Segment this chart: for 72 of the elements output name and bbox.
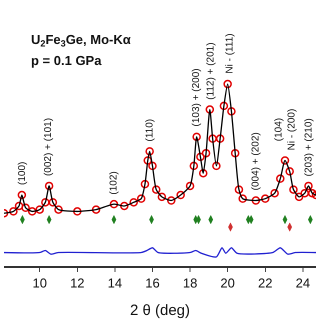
point xyxy=(9,207,18,216)
point xyxy=(285,167,294,176)
point xyxy=(206,105,214,114)
point xyxy=(234,185,244,194)
point xyxy=(289,185,298,194)
point xyxy=(21,204,30,212)
point xyxy=(202,148,210,158)
annotation: (203) + (210) xyxy=(303,118,314,176)
point xyxy=(252,196,260,205)
point xyxy=(120,202,129,210)
point xyxy=(261,194,270,203)
point xyxy=(167,196,176,205)
x-tick-label: 20 xyxy=(220,275,235,290)
point xyxy=(144,156,152,165)
point xyxy=(48,198,58,207)
point xyxy=(294,192,304,202)
x-tick-label: 22 xyxy=(258,275,272,290)
text: U$_{2}$Fe$_{3}$Ge, Mo-Kα xyxy=(31,32,131,49)
point xyxy=(28,207,36,216)
point xyxy=(176,190,185,200)
x-tick-label: 12 xyxy=(70,275,85,290)
point xyxy=(223,80,232,88)
annotation: (002) + (101) xyxy=(43,118,54,176)
text: p = 0.1 GPa xyxy=(31,53,102,68)
point xyxy=(92,205,100,214)
annotation: (102) xyxy=(108,171,120,195)
point xyxy=(129,198,138,207)
point xyxy=(35,205,44,214)
point xyxy=(196,152,205,162)
point xyxy=(300,188,309,198)
point xyxy=(136,194,146,203)
point xyxy=(44,182,54,190)
point xyxy=(192,132,201,142)
x-tick-label: 10 xyxy=(32,275,47,290)
point xyxy=(152,185,160,194)
point xyxy=(190,162,198,170)
point xyxy=(198,168,208,178)
point xyxy=(208,134,217,143)
annotation: (103) + (200) xyxy=(190,68,202,126)
point xyxy=(220,102,228,110)
x-tick-label: 14 xyxy=(108,275,122,290)
annotation: Ni - (111) xyxy=(224,33,236,74)
point xyxy=(73,207,82,216)
point xyxy=(18,190,26,200)
point xyxy=(227,107,236,116)
point xyxy=(308,188,316,198)
point xyxy=(212,162,221,170)
point xyxy=(41,198,50,207)
x-tick-label: 24 xyxy=(296,275,310,290)
point xyxy=(238,194,247,203)
point xyxy=(276,174,285,183)
x-axis-title: 2 θ (deg) xyxy=(130,302,190,319)
point xyxy=(148,162,157,170)
point xyxy=(280,156,290,165)
point xyxy=(270,188,279,198)
annotation: (100) xyxy=(16,162,28,185)
point xyxy=(140,180,150,188)
point xyxy=(304,182,313,190)
point xyxy=(216,134,224,143)
point xyxy=(158,192,166,202)
annotation: (110) xyxy=(144,118,156,142)
point xyxy=(14,202,24,210)
x-tick-label: 16 xyxy=(145,275,160,290)
annotation: (104) Ni - (200) xyxy=(273,108,298,150)
point xyxy=(110,200,118,208)
annotation: (004) + (202) xyxy=(250,132,262,190)
point xyxy=(230,148,240,158)
point xyxy=(186,182,194,190)
point xyxy=(54,205,63,214)
annotation: (112) + (201) xyxy=(206,42,217,100)
point xyxy=(145,147,154,156)
x-tick-label: 18 xyxy=(182,275,198,290)
